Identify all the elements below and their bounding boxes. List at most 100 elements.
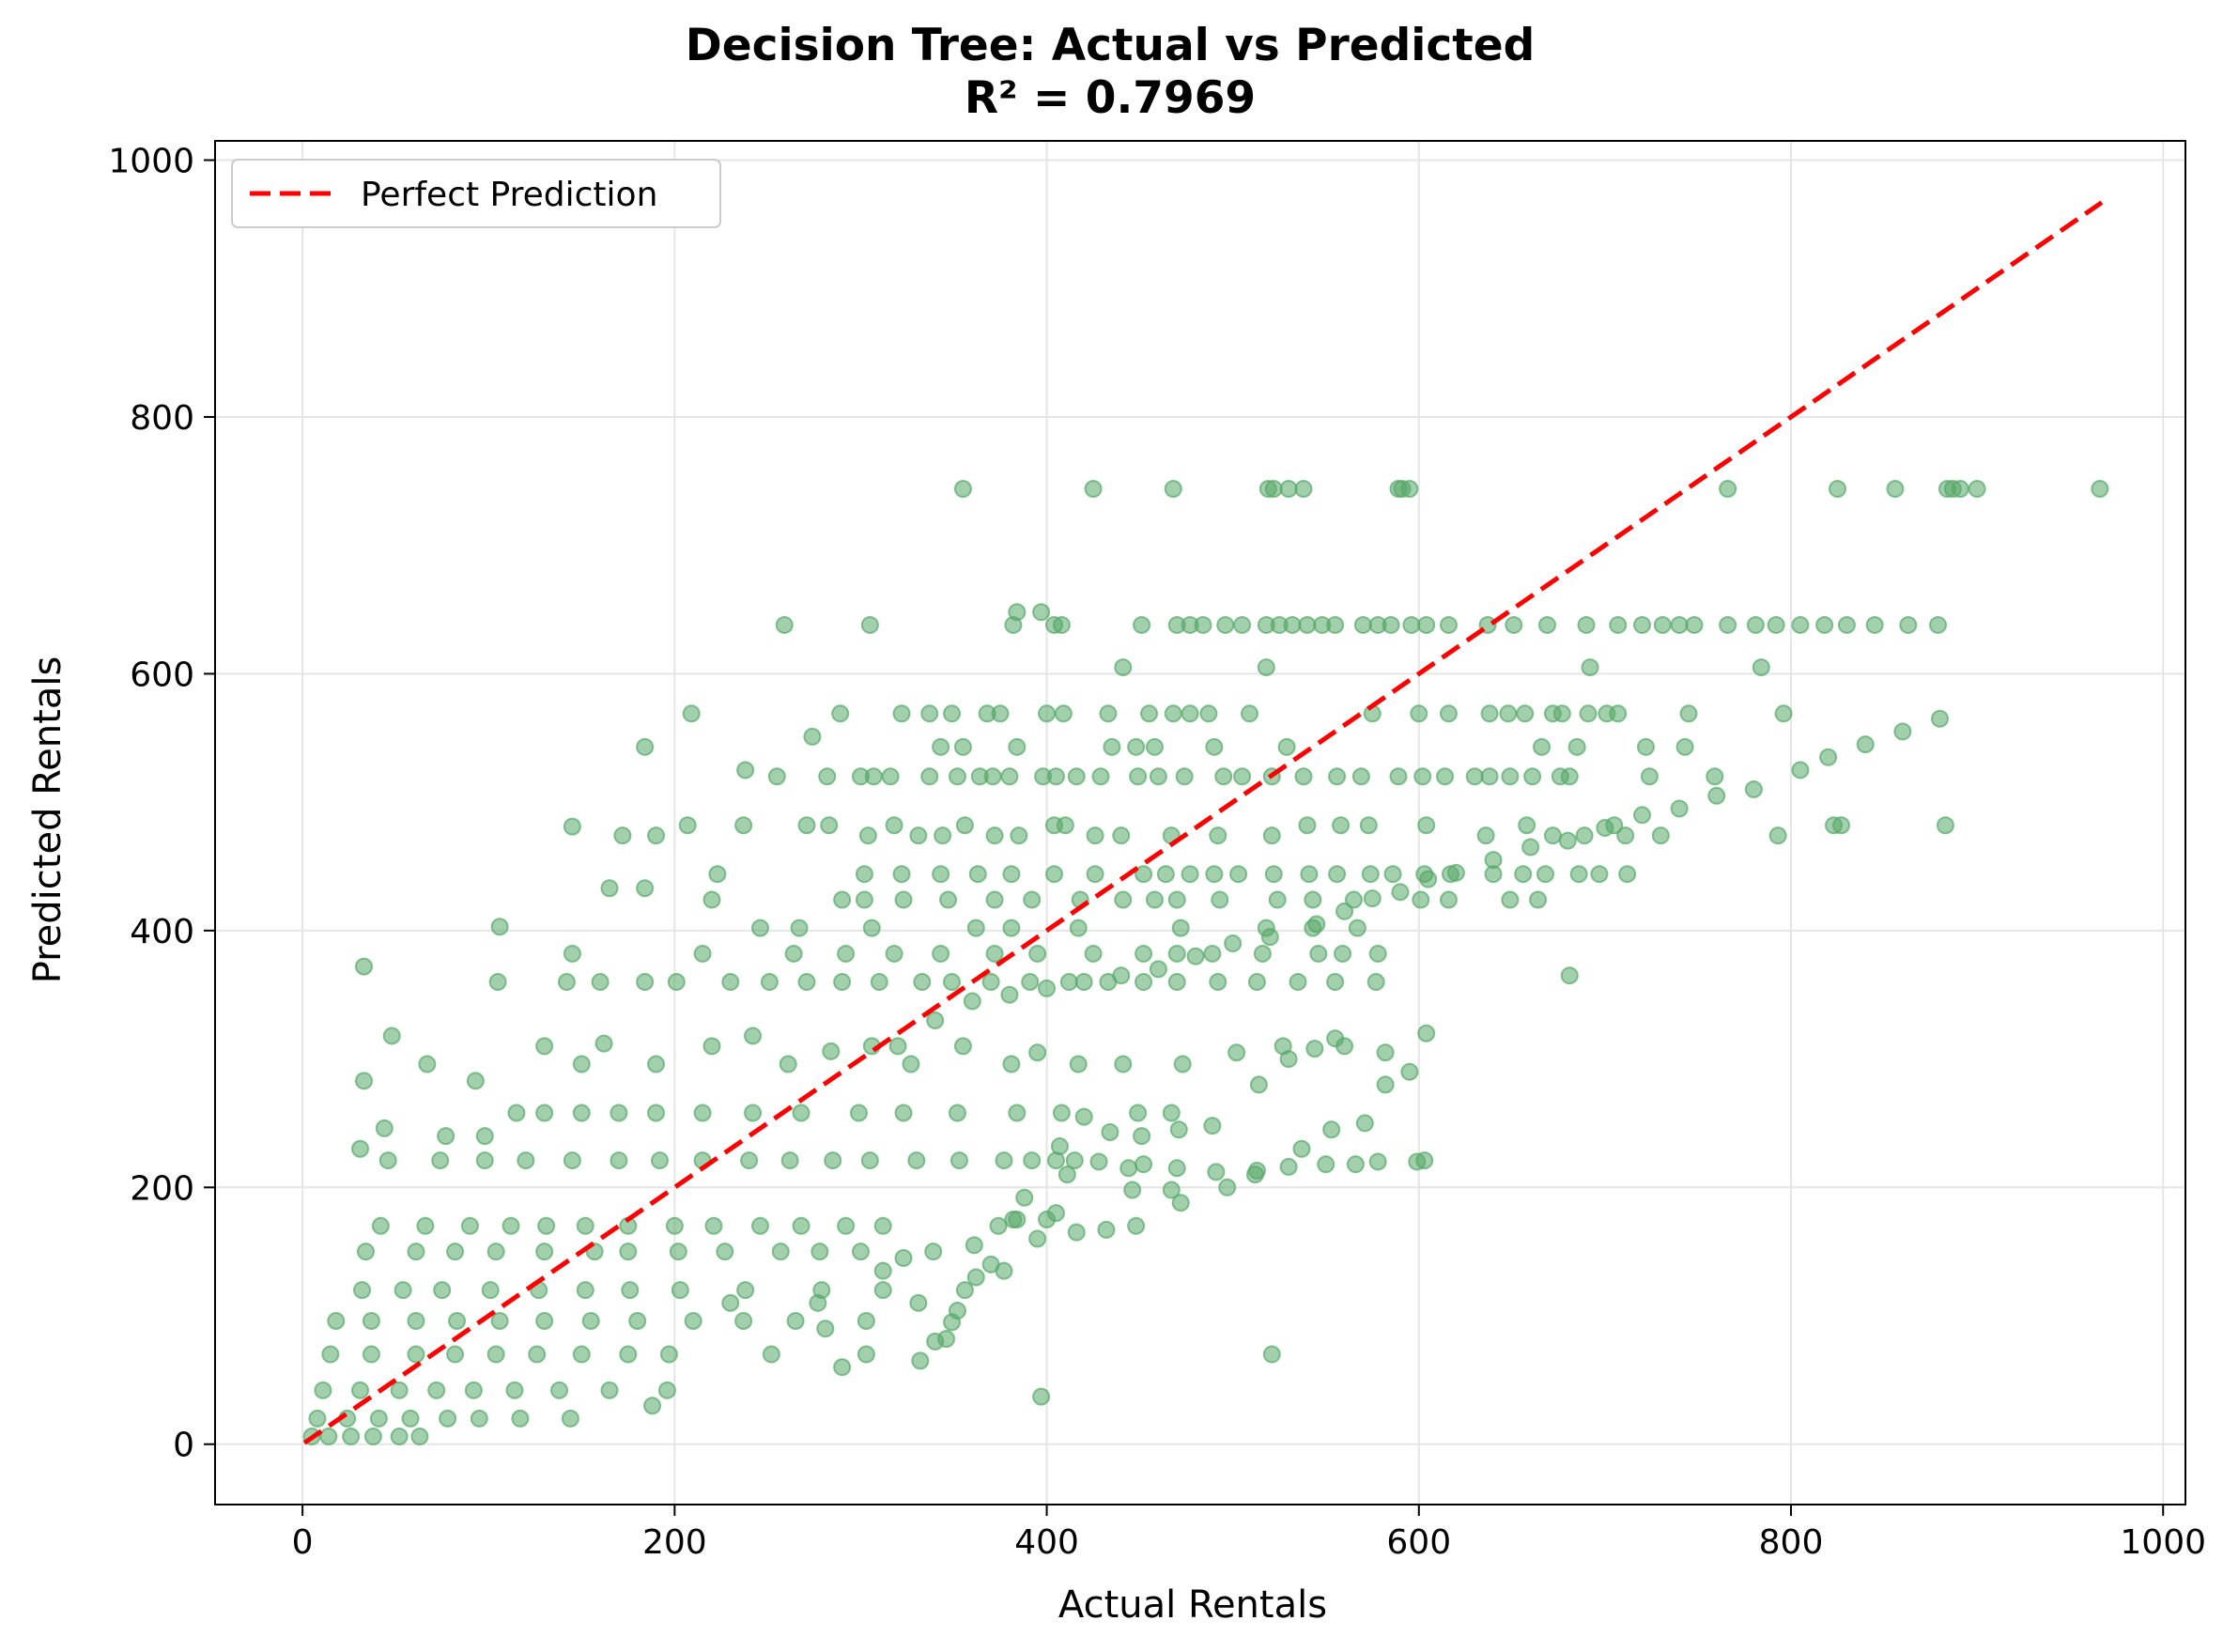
- data-point: [1199, 704, 1218, 723]
- data-point: [1335, 1037, 1354, 1056]
- data-point: [693, 1104, 712, 1122]
- data-point: [1719, 480, 1737, 499]
- data-point: [490, 1311, 509, 1330]
- data-point: [1229, 865, 1248, 884]
- data-point: [1203, 1117, 1222, 1135]
- x-axis-label: Actual Rentals: [1058, 1583, 1327, 1627]
- data-point: [809, 1293, 827, 1312]
- y-tick-label: 1000: [108, 143, 194, 181]
- data-point: [873, 1216, 892, 1235]
- data-point: [1633, 806, 1652, 825]
- data-point: [561, 1409, 579, 1428]
- data-point: [786, 1311, 805, 1330]
- data-point: [1567, 737, 1586, 756]
- data-point: [1675, 737, 1694, 756]
- data-point: [1930, 709, 1949, 728]
- data-point: [1514, 865, 1533, 884]
- data-point: [1569, 865, 1588, 884]
- data-point: [563, 944, 581, 963]
- data-point: [1112, 966, 1131, 985]
- data-point: [1205, 865, 1224, 884]
- data-point: [619, 1243, 638, 1261]
- data-point: [1127, 1216, 1146, 1235]
- data-point: [1577, 615, 1596, 634]
- data-point: [857, 1311, 875, 1330]
- data-point: [1516, 704, 1535, 723]
- data-point: [1304, 890, 1322, 909]
- data-point: [1899, 615, 1918, 634]
- data-point: [907, 1151, 926, 1170]
- data-point: [792, 1216, 810, 1235]
- data-point: [594, 1034, 613, 1053]
- data-point: [1616, 826, 1635, 845]
- x-tick-label: 400: [1014, 1523, 1079, 1562]
- data-point: [321, 1345, 340, 1364]
- data-point: [740, 1151, 759, 1170]
- data-point: [1149, 960, 1167, 979]
- data-point: [1292, 1139, 1311, 1158]
- data-point: [470, 1409, 488, 1428]
- data-point: [797, 973, 816, 992]
- data-point: [628, 1311, 647, 1330]
- data-point: [1579, 704, 1598, 723]
- data-point: [1207, 1163, 1226, 1181]
- data-point: [1865, 615, 1884, 634]
- data-point: [750, 1216, 769, 1235]
- data-point: [1348, 919, 1366, 937]
- data-point: [948, 1302, 966, 1320]
- data-point: [1767, 615, 1785, 634]
- data-point: [1167, 944, 1186, 963]
- data-point: [486, 1345, 505, 1364]
- data-point: [953, 1037, 972, 1056]
- data-point: [1023, 1151, 1042, 1170]
- data-point: [464, 1381, 483, 1399]
- data-point: [862, 919, 881, 937]
- data-point: [1774, 704, 1793, 723]
- data-point: [1002, 865, 1021, 884]
- data-point: [369, 1409, 388, 1428]
- y-axis-label: Predicted Rentals: [26, 656, 69, 984]
- data-point: [963, 992, 981, 1011]
- data-point: [410, 1428, 429, 1446]
- data-point: [1543, 826, 1562, 845]
- data-point: [966, 919, 985, 937]
- data-point: [1376, 1075, 1395, 1094]
- data-point: [1679, 704, 1698, 723]
- data-point: [1893, 722, 1912, 741]
- data-point: [1300, 865, 1319, 884]
- data-point: [1262, 826, 1281, 845]
- data-point: [792, 1104, 810, 1122]
- data-point: [1175, 767, 1194, 786]
- data-point: [1480, 767, 1499, 786]
- data-point: [1368, 1152, 1387, 1171]
- data-point: [669, 1243, 687, 1261]
- data-point: [784, 944, 803, 963]
- data-point: [816, 1320, 835, 1338]
- data-point: [1167, 1159, 1186, 1178]
- data-point: [1097, 1220, 1116, 1239]
- data-point: [1028, 1229, 1047, 1248]
- data-point: [1227, 1043, 1246, 1062]
- data-point: [885, 944, 903, 963]
- data-point: [1936, 816, 1954, 835]
- data-point: [1262, 1345, 1281, 1364]
- data-point: [1086, 826, 1104, 845]
- data-point: [1000, 767, 1019, 786]
- data-point: [873, 1281, 892, 1300]
- data-point: [1298, 615, 1317, 634]
- data-point: [351, 1381, 370, 1399]
- data-point: [1032, 603, 1051, 622]
- data-point: [576, 1216, 594, 1235]
- data-point: [1114, 1055, 1133, 1073]
- data-point: [650, 1151, 669, 1170]
- legend: Perfect Prediction: [231, 159, 721, 228]
- data-point: [511, 1409, 530, 1428]
- data-point: [1706, 767, 1724, 786]
- data-point: [1218, 1178, 1237, 1197]
- data-point: [1536, 865, 1554, 884]
- y-tick-label: 0: [173, 1427, 194, 1465]
- data-point: [864, 767, 883, 786]
- legend-box: [231, 159, 721, 228]
- data-point: [636, 973, 655, 992]
- data-point: [1413, 767, 1432, 786]
